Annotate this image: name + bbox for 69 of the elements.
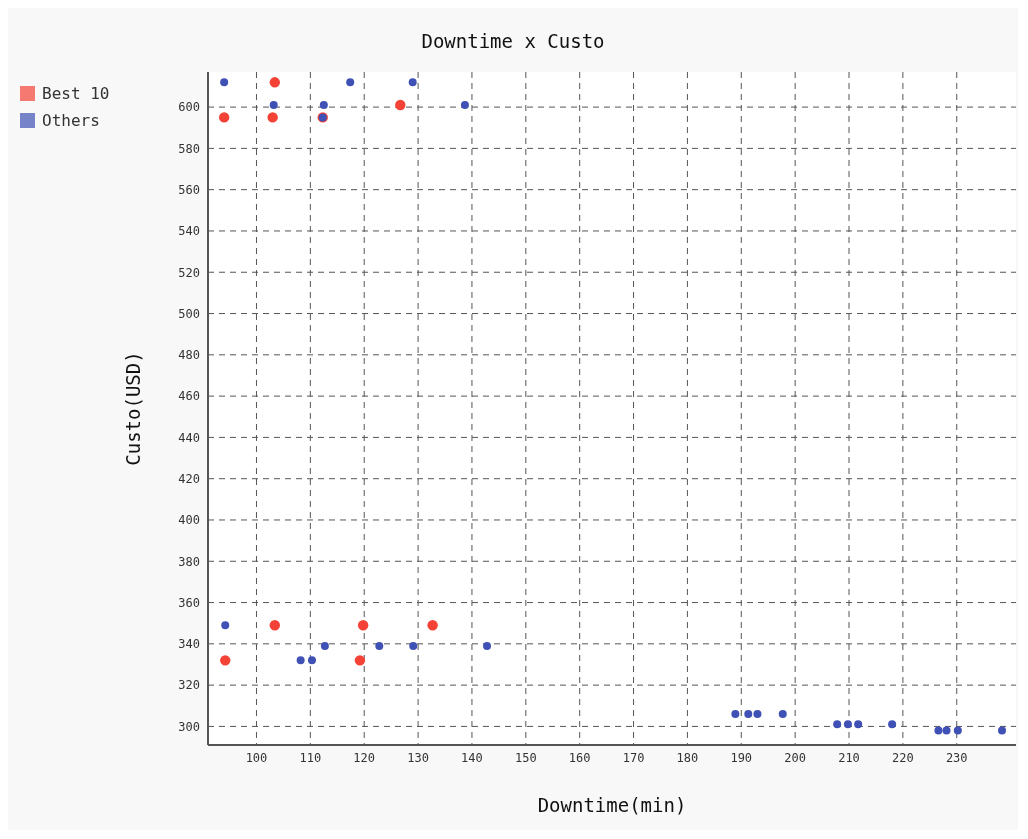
- point: [220, 78, 229, 87]
- y-tick-label: 540: [178, 224, 200, 239]
- y-tick-label: 380: [178, 554, 200, 569]
- y-tick-label: 480: [178, 348, 200, 363]
- x-tick-label: 160: [568, 750, 591, 765]
- point: [483, 641, 492, 650]
- point: [408, 78, 417, 87]
- x-tick-label: 170: [622, 750, 645, 765]
- y-tick-label: 360: [178, 595, 200, 610]
- point: [218, 112, 230, 123]
- point: [357, 620, 369, 631]
- point: [269, 101, 278, 110]
- x-axis-title: Downtime(min): [537, 794, 687, 816]
- y-tick-label: 600: [178, 100, 200, 115]
- chart-title: Downtime x Custo: [420, 30, 606, 52]
- y-tick-label: 440: [178, 430, 200, 445]
- x-tick-label: 150: [514, 750, 537, 765]
- x-tick-label: 200: [784, 750, 806, 765]
- point: [942, 726, 951, 735]
- y-axis-title: Custo(USD): [121, 351, 144, 466]
- point: [267, 112, 278, 123]
- point: [778, 710, 787, 719]
- y-tick-label: 580: [178, 141, 200, 156]
- y-tick-label: 460: [178, 389, 200, 404]
- x-tick-label: 210: [838, 750, 860, 765]
- x-tick-label: 120: [353, 750, 376, 765]
- point: [269, 77, 280, 88]
- point: [221, 621, 230, 630]
- point: [269, 620, 280, 631]
- point: [395, 99, 406, 111]
- point: [888, 720, 897, 729]
- point: [296, 656, 305, 665]
- point: [744, 710, 753, 719]
- y-tick-label: 400: [178, 513, 200, 528]
- point: [320, 641, 329, 650]
- x-tick-label: 100: [245, 750, 268, 765]
- point: [843, 720, 852, 729]
- y-tick-label: 560: [178, 182, 200, 197]
- point: [409, 641, 418, 650]
- point: [753, 710, 762, 719]
- point: [319, 101, 328, 110]
- x-tick-label: 180: [676, 750, 699, 765]
- x-tick-label: 110: [299, 750, 322, 765]
- y-tick-label: 500: [178, 306, 200, 321]
- point: [427, 620, 438, 631]
- x-tick-label: 140: [461, 750, 483, 765]
- point: [346, 78, 355, 87]
- x-tick-label: 230: [945, 750, 968, 765]
- legend-label: Others: [42, 111, 100, 130]
- point: [354, 655, 366, 666]
- x-tick-label: 220: [892, 750, 914, 765]
- y-tick-label: 320: [178, 678, 200, 693]
- point: [731, 710, 740, 719]
- y-tick-label: 300: [178, 719, 200, 734]
- y-tick-label: 520: [178, 265, 200, 280]
- x-tick-label: 130: [407, 750, 429, 765]
- point: [307, 656, 316, 665]
- legend-label: Best 10: [42, 84, 110, 103]
- point: [934, 726, 943, 735]
- point: [220, 655, 231, 666]
- y-tick-label: 420: [178, 471, 200, 486]
- point: [998, 726, 1006, 735]
- point: [375, 641, 384, 650]
- x-tick-label: 190: [730, 750, 753, 765]
- y-tick-label: 340: [178, 637, 200, 652]
- point: [833, 720, 842, 729]
- point: [953, 726, 962, 735]
- point: [460, 101, 469, 110]
- point: [854, 720, 863, 729]
